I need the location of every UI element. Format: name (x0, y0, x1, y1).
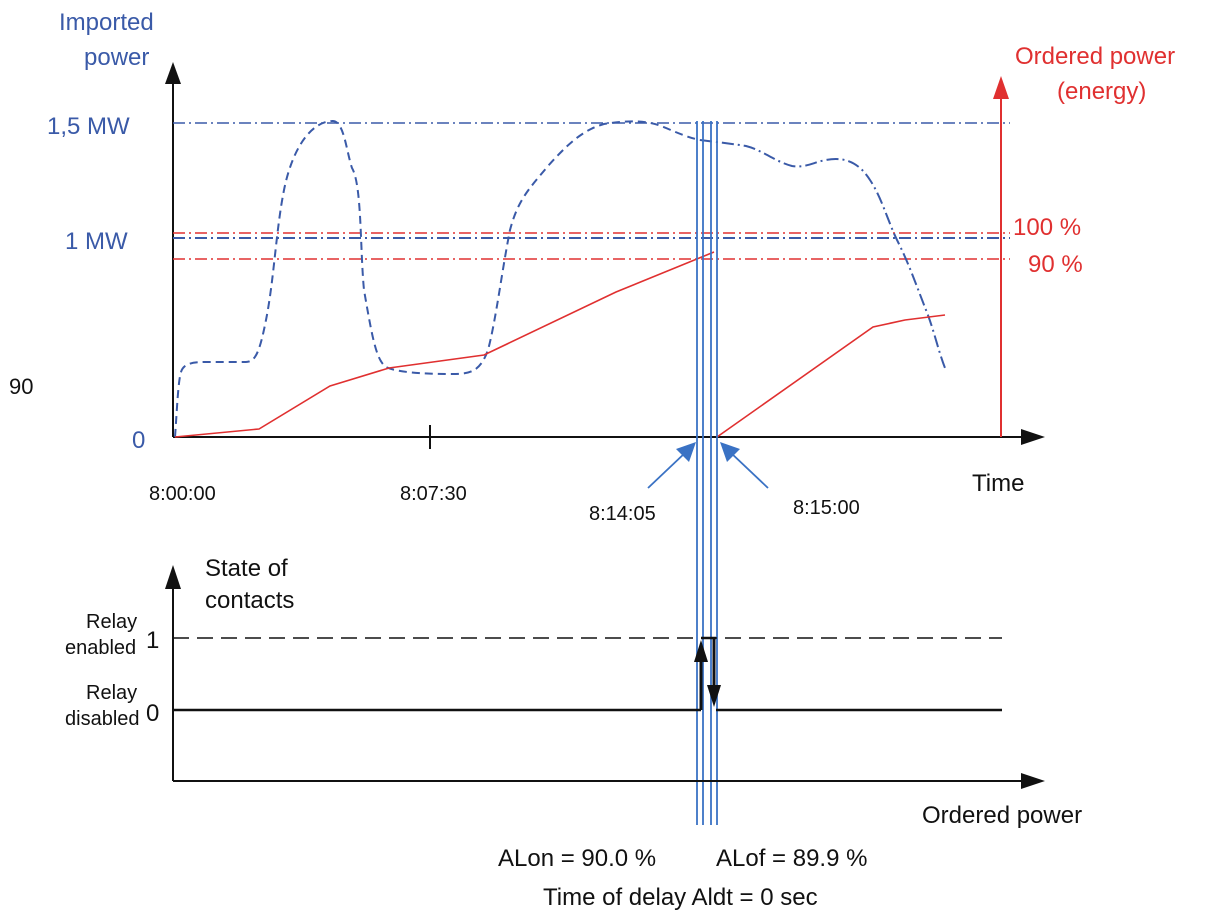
alon-value: ALon = 90.0 % (498, 845, 656, 872)
top-x-axis-arrow (1021, 429, 1045, 445)
pointer-arrow-off (729, 451, 769, 489)
pointer-arrow-off-head (720, 442, 740, 462)
level-0-value: 0 (146, 700, 159, 727)
relay-disabled-label-line2: disabled (65, 708, 140, 730)
pointer-arrow-on (647, 451, 687, 489)
relay-enabled-label-line2: enabled (65, 637, 136, 659)
relay-enabled-label-line1: Relay (86, 611, 137, 633)
right-tick-90pct: 90 % (1028, 251, 1083, 278)
level-1-value: 1 (146, 627, 159, 654)
bottom-x-axis-arrow (1021, 773, 1045, 789)
stray-label-90: 90 (9, 374, 33, 399)
state-axis-title-line1: State of (205, 555, 288, 582)
y-tick-1-5mw: 1,5 MW (47, 113, 130, 140)
imported-power-curve-tail (699, 139, 946, 369)
x-tick-label-0730: 8:07:30 (400, 483, 467, 505)
right-axis-title-line1: Ordered power (1015, 43, 1175, 70)
right-axis-arrow (993, 76, 1009, 99)
imported-power-curve (174, 120, 701, 438)
right-tick-100pct: 100 % (1013, 214, 1081, 241)
switch-on-arrow-head (694, 640, 708, 662)
bottom-x-axis-title: Ordered power (922, 802, 1082, 829)
y-tick-1mw: 1 MW (65, 228, 128, 255)
x-tick-label-0800: 8:00:00 (149, 483, 216, 505)
marker-label-on: 8:14:05 (589, 503, 656, 525)
delay-value: Time of delay Aldt = 0 sec (543, 884, 818, 911)
x-axis-title-time: Time (972, 470, 1024, 497)
state-axis-title-line2: contacts (205, 587, 294, 614)
top-y-axis-arrow (165, 62, 181, 84)
y-axis-title-line2: power (84, 44, 149, 71)
right-axis-title-line2: (energy) (1057, 78, 1146, 105)
marker-label-off: 8:15:00 (793, 497, 860, 519)
alof-value: ALof = 89.9 % (716, 845, 867, 872)
ordered-energy-curve-2 (716, 314, 946, 438)
relay-disabled-label-line1: Relay (86, 682, 137, 704)
ordered-energy-curve-1 (174, 251, 715, 438)
pointer-arrow-on-head (676, 442, 696, 462)
bottom-y-axis-arrow (165, 565, 181, 589)
switch-off-arrow-head (707, 685, 721, 707)
y-tick-zero: 0 (132, 427, 145, 454)
y-axis-title-line1: Imported (59, 9, 154, 36)
